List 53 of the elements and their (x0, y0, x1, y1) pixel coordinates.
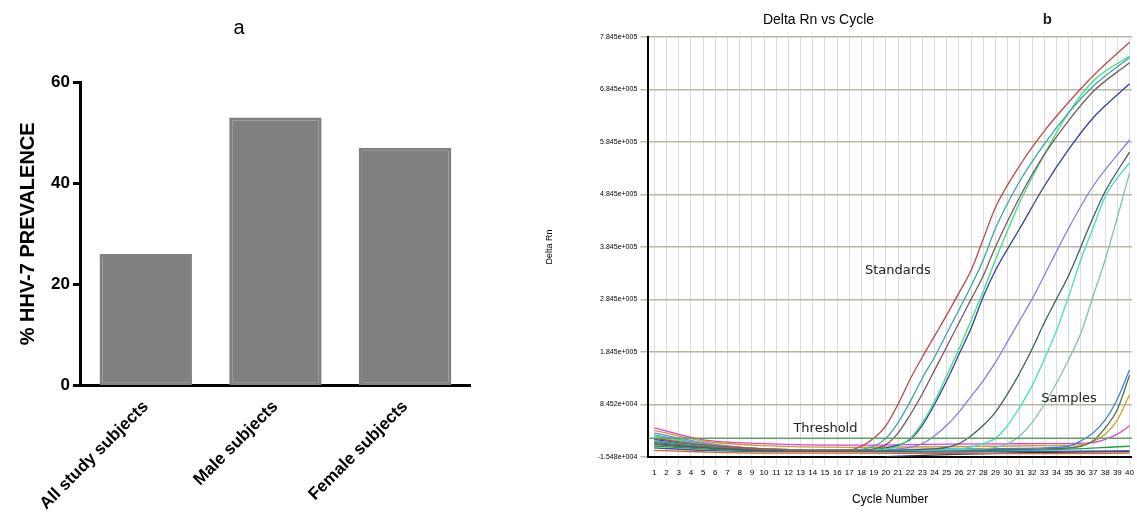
annotation: Samples (1041, 390, 1098, 406)
x-axis-title: Cycle Number (852, 492, 929, 507)
x-tick-label: 31 (1015, 468, 1025, 477)
x-tick-label: 33 (1039, 468, 1050, 477)
x-tick-label: 29 (991, 468, 1001, 477)
x-tick-label: 3 (676, 468, 682, 477)
x-tick-label: 7 (725, 468, 731, 477)
chart-title: Delta Rn vs Cycle (762, 11, 875, 28)
x-tick-label: 25 (942, 468, 952, 477)
x-tick-label: 14 (808, 468, 818, 477)
y-tick-label: 40 (50, 172, 70, 192)
x-tick-label: 12 (783, 468, 794, 477)
x-tick-label: 6 (713, 468, 719, 477)
x-tick-label: 36 (1076, 468, 1086, 477)
x-tick-label: 40 (1125, 468, 1135, 477)
x-tick-label: 37 (1088, 468, 1098, 477)
x-tick-label: 22 (905, 468, 916, 477)
y-tick-label: 60 (50, 71, 70, 91)
x-tick-label: 39 (1112, 468, 1123, 477)
x-tick-label: 18 (857, 468, 867, 477)
y-tick-label: 20 (50, 274, 70, 294)
x-tick-label: 11 (772, 468, 781, 477)
x-tick-label: 38 (1100, 468, 1111, 477)
x-tick-label: 8 (737, 468, 743, 477)
x-tick-label: 5 (700, 468, 706, 477)
x-tick-label: 15 (820, 468, 830, 477)
x-tick-label: 9 (749, 468, 755, 477)
x-tick-label: 34 (1051, 468, 1062, 477)
x-tick-label: 21 (893, 468, 904, 477)
x-tick-label: 4 (688, 468, 694, 477)
x-tick-label: 27 (966, 468, 977, 477)
x-tick-label: 30 (1003, 468, 1013, 477)
chart-title: a (233, 15, 246, 38)
x-tick-label: 13 (796, 468, 806, 477)
y-axis-title: Delta Rn (543, 229, 554, 265)
y-tick-label: 0 (60, 375, 70, 395)
annotation: Standards (864, 261, 932, 277)
x-tick-label: 20 (881, 468, 891, 477)
x-tick-label: 1 (652, 468, 658, 477)
x-tick-label: 26 (954, 468, 964, 477)
x-tick-label: 17 (844, 468, 855, 477)
x-tick-label: 24 (930, 468, 940, 477)
x-tick-label: 10 (759, 468, 770, 477)
text: b (1042, 10, 1052, 28)
x-tick-label: 19 (869, 468, 879, 477)
x-tick-label: 23 (917, 468, 928, 477)
x-tick-label: 16 (832, 468, 843, 477)
x-tick-label: 32 (1027, 468, 1038, 477)
x-tick-label: 35 (1064, 468, 1074, 477)
ref-line-label: Threshold (792, 420, 858, 436)
x-tick-label: 2 (664, 468, 670, 477)
y-axis-title: % HHV-7 PREVALENCE (15, 122, 38, 346)
x-tick-label: 28 (978, 468, 989, 477)
